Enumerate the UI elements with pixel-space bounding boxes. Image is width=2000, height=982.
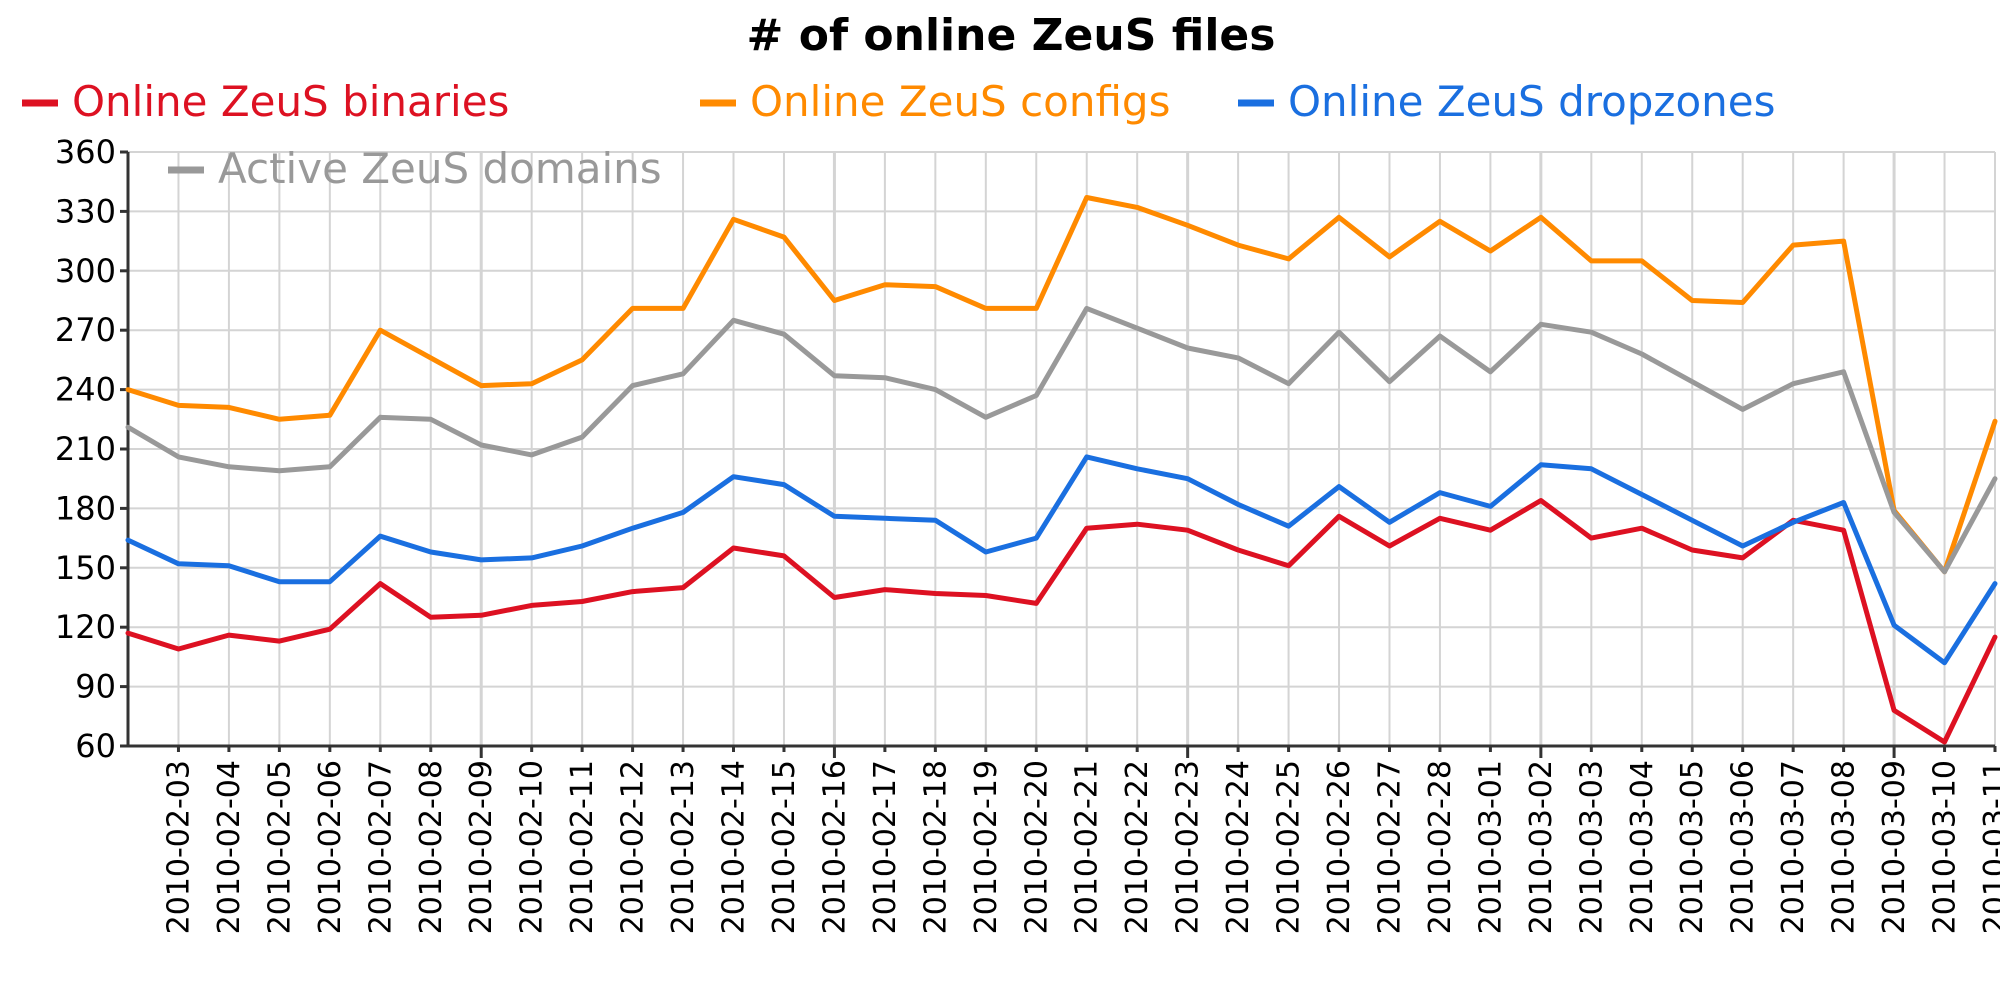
x-tick-label: 2010-02-26 [1322, 760, 1357, 934]
x-tick-label: 2010-02-14 [717, 760, 752, 934]
y-tick-label: 300 [55, 252, 116, 290]
grid [128, 151, 1996, 746]
y-tick-label: 210 [55, 430, 116, 468]
y-tick-label: 360 [55, 133, 116, 171]
y-tick-label: 180 [55, 489, 116, 527]
axes: 60 90 120 150 180 210 240 270 300 330 360 2010-02-0… [55, 133, 2000, 934]
series-line-active-zeus-domains [125, 305, 1998, 575]
x-tick-label: 2010-02-22 [1120, 760, 1155, 934]
y-tick-label: 90 [75, 668, 116, 706]
series-line-online-zeus-dropzones [125, 454, 1998, 666]
x-tick-label: 2010-02-23 [1171, 760, 1206, 934]
series-lines [125, 195, 1998, 745]
x-tick-label: 2010-02-06 [313, 760, 348, 934]
x-tick-label: 2010-02-16 [817, 760, 852, 934]
x-tick-label: 2010-02-19 [969, 760, 1004, 934]
x-tick-label: 2010-03-02 [1524, 760, 1559, 934]
x-tick-label: 2010-02-18 [918, 760, 953, 934]
x-tick-label: 2010-02-11 [565, 760, 600, 934]
x-tick-label: 2010-03-05 [1675, 760, 1710, 934]
legend-label: Online ZeuS configs [750, 77, 1170, 126]
legend-label: Active ZeuS domains [218, 144, 662, 193]
y-tick-label: 150 [55, 549, 116, 587]
y-tick-label: 120 [55, 608, 116, 646]
x-tick-label: 2010-02-07 [363, 760, 398, 934]
x-tick-label: 2010-02-08 [414, 760, 449, 934]
x-tick-label: 2010-03-01 [1473, 760, 1508, 934]
legend-label: Online ZeuS dropzones [1288, 77, 1776, 126]
x-tick-label: 2010-02-10 [515, 760, 550, 934]
x-tick-label: 2010-02-27 [1372, 760, 1407, 934]
x-tick-label: 2010-02-24 [1221, 760, 1256, 934]
x-tick-label: 2010-02-20 [1019, 760, 1054, 934]
chart-title: # of online ZeuS files [747, 10, 1276, 61]
y-tick-label: 240 [55, 371, 116, 409]
x-tick-label: 2010-03-03 [1574, 760, 1609, 934]
x-tick-label: 2010-03-09 [1877, 760, 1912, 934]
x-tick-label: 2010-02-21 [1070, 760, 1105, 934]
x-tick-label: 2010-03-06 [1726, 760, 1761, 934]
series-line-online-zeus-configs [125, 195, 1998, 575]
x-tick-label: 2010-02-25 [1272, 760, 1307, 934]
x-tick-label: 2010-03-07 [1776, 760, 1811, 934]
x-tick-label: 2010-02-05 [262, 760, 297, 934]
y-tick-label: 60 [75, 727, 116, 765]
series-line-online-zeus-binaries [125, 498, 1998, 745]
x-tick-label: 2010-02-03 [161, 760, 196, 934]
x-tick-label: 2010-02-28 [1423, 760, 1458, 934]
legend: Online ZeuS binaries Online ZeuS configs O… [22, 77, 1776, 193]
x-tick-label: 2010-03-10 [1928, 760, 1963, 934]
y-tick-label: 270 [55, 311, 116, 349]
x-tick-label: 2010-03-04 [1625, 760, 1660, 934]
x-tick-label: 2010-02-12 [616, 760, 651, 934]
x-tick-label: 2010-02-04 [212, 760, 247, 934]
y-tick-label: 330 [55, 192, 116, 230]
x-tick-label: 2010-02-17 [868, 760, 903, 934]
legend-label: Online ZeuS binaries [72, 77, 509, 126]
x-tick-label: 2010-03-08 [1827, 760, 1862, 934]
x-tick-label: 2010-02-15 [767, 760, 802, 934]
x-tick-label: 2010-03-11 [1978, 760, 2000, 934]
x-tick-label: 2010-02-09 [464, 760, 499, 934]
x-tick-label: 2010-02-13 [666, 760, 701, 934]
